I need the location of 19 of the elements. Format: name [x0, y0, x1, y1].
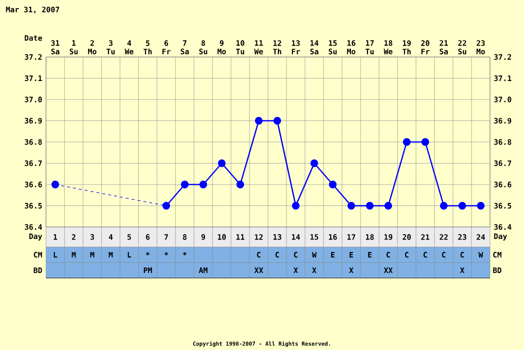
point — [458, 202, 466, 210]
point — [162, 202, 170, 210]
point — [440, 202, 448, 210]
point — [402, 138, 411, 146]
point — [476, 202, 485, 210]
point — [292, 202, 300, 210]
point — [199, 180, 208, 188]
point — [421, 138, 430, 146]
point — [347, 202, 356, 210]
point — [180, 180, 189, 188]
point — [218, 159, 226, 168]
point — [328, 180, 337, 188]
point — [236, 180, 244, 188]
point — [254, 116, 263, 125]
point — [366, 202, 374, 210]
point — [51, 180, 60, 188]
point — [384, 202, 392, 210]
point — [310, 159, 318, 168]
point — [273, 116, 282, 125]
